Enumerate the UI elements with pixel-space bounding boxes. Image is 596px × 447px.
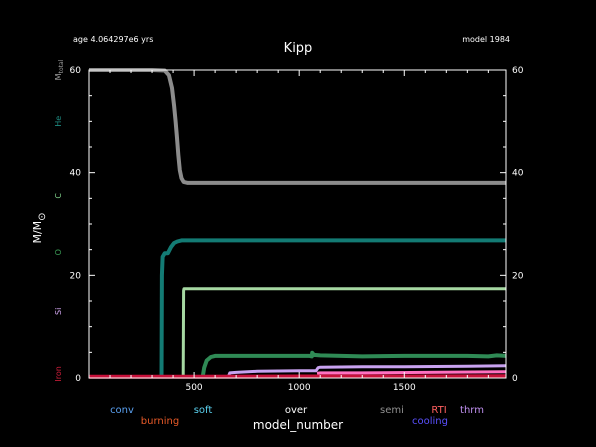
marker-si: Si xyxy=(54,308,63,315)
marker-c: C xyxy=(54,193,63,199)
legend-conv: conv xyxy=(110,405,134,416)
series-iron-core xyxy=(89,374,507,379)
y-tick-label-right: 40 xyxy=(512,169,524,179)
series-c-core xyxy=(181,287,506,379)
y-tick-label-right: 60 xyxy=(512,66,524,76)
marker-iron: Iron xyxy=(54,366,63,381)
legend-burning: burning xyxy=(141,416,179,427)
marker-label: O xyxy=(54,249,63,255)
legend-soft: soft xyxy=(194,405,213,416)
series-semi-pink xyxy=(316,370,507,375)
legend-rti: RTI xyxy=(431,405,446,416)
left-markers: Mtotal He C O Si Iron xyxy=(54,59,65,381)
y-tick-label-right: 20 xyxy=(512,271,524,281)
y-tick-label-left: 20 xyxy=(70,271,82,281)
marker-label: He xyxy=(54,116,63,127)
marker-label: Iron xyxy=(54,366,63,381)
y-tick-label-right: 0 xyxy=(512,374,518,384)
y-tick-label-left: 40 xyxy=(70,169,82,179)
axes-layer: 500 1000 1500 0 0 20 20 40 40 60 60 xyxy=(70,66,524,393)
legend-semi: semi xyxy=(380,405,404,416)
marker-label: Mtotal xyxy=(54,59,65,80)
series-si-core xyxy=(227,364,507,376)
series-he-core xyxy=(159,238,506,379)
series-total-mass xyxy=(89,68,506,185)
legend-thrm: thrm xyxy=(460,405,484,416)
series-layer xyxy=(89,68,507,379)
y-axis-label-text: M/M xyxy=(31,221,44,244)
y-tick-label-left: 60 xyxy=(70,66,82,76)
series-o-core xyxy=(200,350,507,379)
marker-he: He xyxy=(54,116,63,127)
x-tick-label: 1000 xyxy=(288,383,311,393)
legend-over: over xyxy=(285,405,308,416)
y-axis-label-symbol: ⊙ xyxy=(37,212,48,220)
model-label: model 1984 xyxy=(462,35,510,44)
legend-cooling: cooling xyxy=(412,416,448,427)
x-tick-label: 1500 xyxy=(393,383,416,393)
marker-label: C xyxy=(54,193,63,199)
x-axis-label: model_number xyxy=(253,418,343,432)
y-tick-label-left: 0 xyxy=(75,374,81,384)
marker-m: Mtotal xyxy=(54,59,65,80)
age-label: age 4.064297e6 yrs xyxy=(73,35,153,44)
y-axis-label: M/M⊙ xyxy=(31,212,48,243)
marker-label: Si xyxy=(54,308,63,315)
chart-title: Kipp xyxy=(284,41,313,56)
svg-text:M/M⊙: M/M⊙ xyxy=(31,212,48,243)
x-tick-label: 500 xyxy=(185,383,202,393)
marker-o: O xyxy=(54,249,63,255)
